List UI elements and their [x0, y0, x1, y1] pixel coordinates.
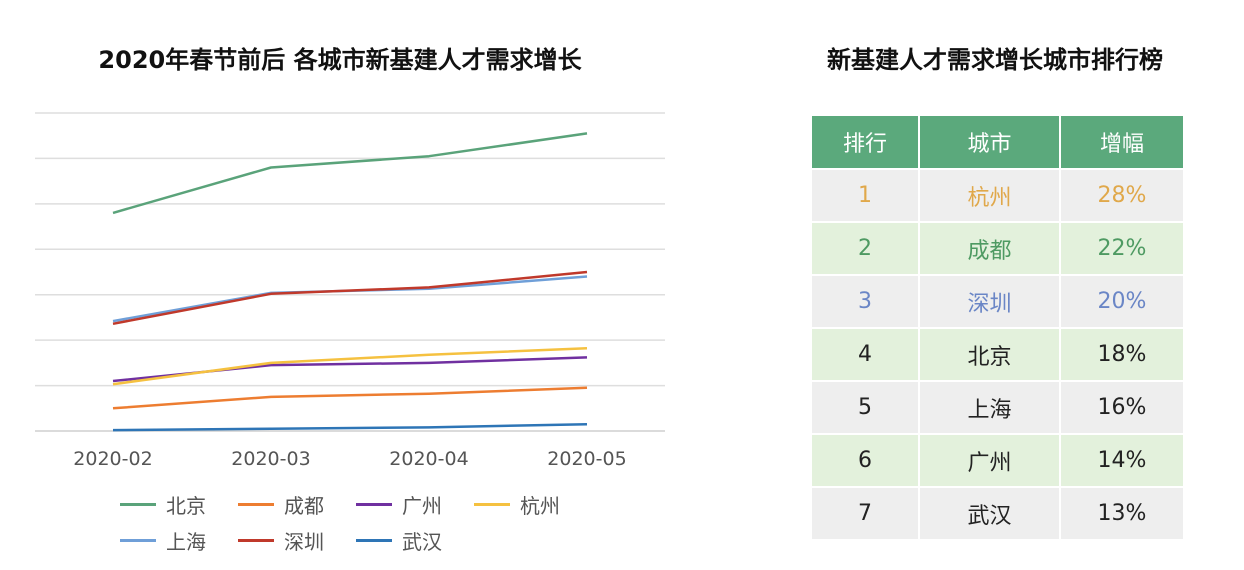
- x-tick-label: 2020-03: [231, 448, 310, 470]
- legend-swatch: [120, 538, 156, 542]
- city-cell: 深圳: [918, 274, 1061, 329]
- series-line-5: [112, 270, 588, 326]
- ranking-row: 7 武汉 13%: [810, 486, 1185, 541]
- x-tick-label: 2020-04: [389, 448, 468, 470]
- rank-cell: 4: [810, 327, 920, 382]
- increase-cell: 20%: [1059, 274, 1185, 329]
- legend-swatch: [474, 502, 510, 506]
- header-rank: 排行: [810, 114, 920, 170]
- legend-swatch: [356, 502, 392, 506]
- city-cell: 北京: [918, 327, 1061, 382]
- legend-label: 杭州: [520, 493, 560, 518]
- rank-cell: 7: [810, 486, 920, 541]
- legend-item: 深圳: [238, 526, 356, 555]
- series-line-0: [112, 132, 588, 215]
- city-cell: 成都: [918, 221, 1061, 276]
- ranking-row: 6 广州 14%: [810, 433, 1185, 488]
- line-chart: 2020-02 2020-03 2020-04 2020-05: [35, 112, 665, 470]
- rank-cell: 6: [810, 433, 920, 488]
- increase-cell: 16%: [1059, 380, 1185, 435]
- increase-cell: 18%: [1059, 327, 1185, 382]
- legend-item: 成都: [238, 490, 356, 519]
- ranking-header-row: 排行 城市 增幅: [810, 114, 1185, 170]
- increase-cell: 14%: [1059, 433, 1185, 488]
- chart-title: 2020年春节前后 各城市新基建人才需求增长: [98, 46, 582, 74]
- ranking-row: 3 深圳 20%: [810, 274, 1185, 329]
- increase-cell: 13%: [1059, 486, 1185, 541]
- city-cell: 武汉: [918, 486, 1061, 541]
- increase-cell: 28%: [1059, 168, 1185, 223]
- rank-cell: 1: [810, 168, 920, 223]
- legend-swatch: [356, 538, 392, 542]
- series-line-1: [112, 386, 588, 410]
- legend-label: 武汉: [402, 529, 442, 554]
- x-tick-label: 2020-02: [73, 448, 152, 470]
- ranking-row: 4 北京 18%: [810, 327, 1185, 382]
- city-cell: 上海: [918, 380, 1061, 435]
- series-line-6: [112, 422, 588, 432]
- header-increase: 增幅: [1059, 114, 1185, 170]
- ranking-row: 2 成都 22%: [810, 221, 1185, 276]
- legend-label: 深圳: [284, 529, 324, 554]
- city-cell: 广州: [918, 433, 1061, 488]
- ranking-row: 5 上海 16%: [810, 380, 1185, 435]
- legend-swatch: [238, 502, 274, 506]
- ranking-row: 1 杭州 28%: [810, 168, 1185, 223]
- series-line-4: [112, 275, 588, 323]
- series-line-3: [112, 347, 588, 386]
- ranking-table: 排行 城市 增幅 1 杭州 28% 2 成都 22% 3 深圳 20% 4 北京 18% 5 上海 16% 6…: [810, 114, 1185, 541]
- rank-cell: 2: [810, 221, 920, 276]
- chart-legend: 北京 成都 广州 杭州上海 深圳 武汉: [120, 486, 640, 558]
- ranking-title: 新基建人才需求增长城市排行榜: [827, 46, 1163, 74]
- increase-cell: 22%: [1059, 221, 1185, 276]
- legend-item: 北京: [120, 490, 238, 519]
- legend-label: 成都: [284, 493, 324, 518]
- legend-row: 上海 深圳 武汉: [120, 522, 640, 558]
- rank-cell: 5: [810, 380, 920, 435]
- legend-label: 北京: [166, 493, 206, 518]
- legend-swatch: [120, 502, 156, 506]
- rank-cell: 3: [810, 274, 920, 329]
- city-cell: 杭州: [918, 168, 1061, 223]
- legend-item: 广州: [356, 490, 474, 519]
- legend-label: 广州: [402, 493, 442, 518]
- legend-item: 上海: [120, 526, 238, 555]
- header-city: 城市: [918, 114, 1061, 170]
- legend-row: 北京 成都 广州 杭州: [120, 486, 640, 522]
- legend-item: 杭州: [474, 490, 592, 519]
- x-tick-label: 2020-05: [547, 448, 626, 470]
- legend-item: 武汉: [356, 526, 474, 555]
- legend-swatch: [238, 538, 274, 542]
- ranking-body: 1 杭州 28% 2 成都 22% 3 深圳 20% 4 北京 18% 5 上海 16% 6 广州 14% 7 武汉 1…: [810, 168, 1185, 541]
- series-line-2: [112, 356, 588, 383]
- legend-label: 上海: [166, 529, 206, 554]
